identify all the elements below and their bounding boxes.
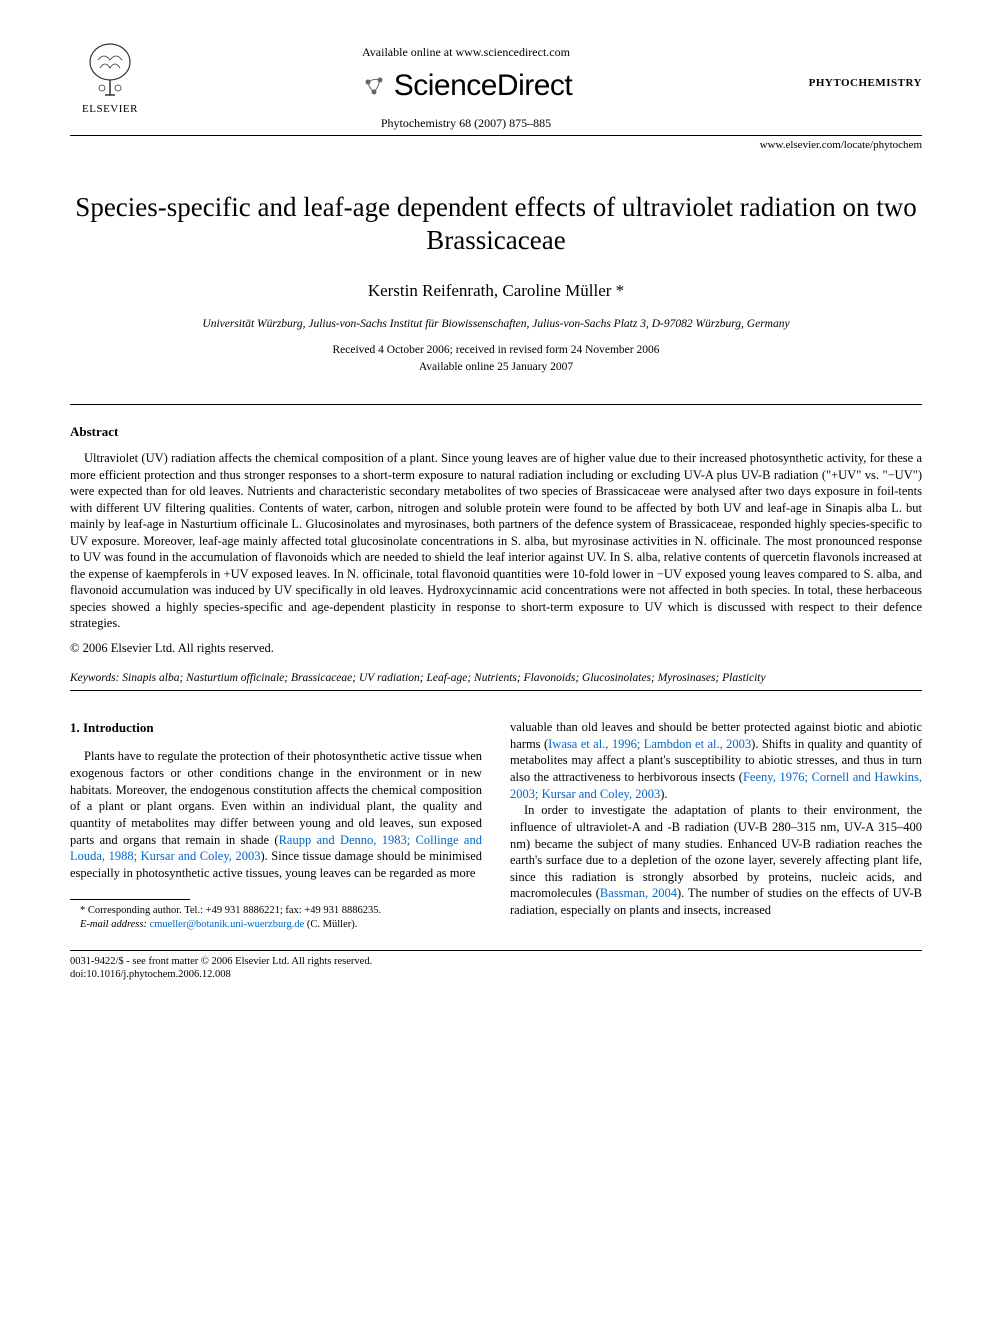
footer-line1: 0031-9422/$ - see front matter © 2006 El… [70,955,922,969]
intro-para-2: In order to investigate the adaptation o… [510,802,922,918]
keywords-label: Keywords: [70,672,119,684]
journal-reference: Phytochemistry 68 (2007) 875–885 [150,115,782,131]
received-dates: Received 4 October 2006; received in rev… [70,343,922,359]
abstract-copyright: © 2006 Elsevier Ltd. All rights reserved… [70,640,922,657]
right-column: valuable than old leaves and should be b… [510,719,922,932]
ref-link-4[interactable]: Bassman, 2004 [600,886,677,900]
page-footer: 0031-9422/$ - see front matter © 2006 El… [70,955,922,982]
corresponding-author-footnote: * Corresponding author. Tel.: +49 931 88… [70,904,482,931]
keywords-body: Sinapis alba; Nasturtium officinale; Bra… [119,672,765,684]
left-column: 1. Introduction Plants have to regulate … [70,719,482,932]
email-link[interactable]: cmueller@botanik.uni-wuerzburg.de [147,919,307,930]
elsevier-label: ELSEVIER [82,102,138,117]
footnote-email-line: E-mail address: cmueller@botanik.uni-wue… [70,918,482,932]
email-label: E-mail address: [80,919,147,930]
footnote-corr: * Corresponding author. Tel.: +49 931 88… [70,904,482,918]
available-online-text: Available online at www.sciencedirect.co… [150,44,782,60]
body-columns: 1. Introduction Plants have to regulate … [70,719,922,932]
elsevier-logo-block: ELSEVIER [70,40,150,117]
abstract-top-rule [70,404,922,405]
journal-url: www.elsevier.com/locate/phytochem [70,138,922,153]
intro-p1c-c: ). [660,787,667,801]
abstract-heading: Abstract [70,423,922,441]
keywords-rule [70,690,922,691]
sciencedirect-logo: ScienceDirect [150,66,782,107]
sciencedirect-text: ScienceDirect [394,66,573,107]
authors: Kerstin Reifenrath, Caroline Müller * [70,280,922,303]
article-title: Species-specific and leaf-age dependent … [70,191,922,259]
header-rule [70,135,922,136]
ref-link-2[interactable]: Iwasa et al., 1996; Lambdon et al., 2003 [548,737,751,751]
center-header: Available online at www.sciencedirect.co… [150,40,782,131]
page-header: ELSEVIER Available online at www.science… [70,40,922,131]
keywords: Keywords: Sinapis alba; Nasturtium offic… [70,671,922,687]
intro-para-1-cont: valuable than old leaves and should be b… [510,719,922,802]
elsevier-tree-icon [80,40,140,100]
footer-rule [70,950,922,951]
abstract-text: Ultraviolet (UV) radiation affects the c… [70,450,922,632]
affiliation: Universität Würzburg, Julius-von-Sachs I… [70,317,922,333]
journal-name: PHYTOCHEMISTRY [782,40,922,91]
intro-para-1: Plants have to regulate the protection o… [70,748,482,881]
sciencedirect-icon [360,72,388,100]
footer-line2: doi:10.1016/j.phytochem.2006.12.008 [70,968,922,982]
footnote-rule [70,899,190,900]
online-date: Available online 25 January 2007 [70,360,922,376]
email-tail: (C. Müller). [307,919,357,930]
authors-text: Kerstin Reifenrath, Caroline Müller * [368,281,624,300]
section-1-heading: 1. Introduction [70,719,482,736]
abstract-body: Ultraviolet (UV) radiation affects the c… [70,450,922,632]
